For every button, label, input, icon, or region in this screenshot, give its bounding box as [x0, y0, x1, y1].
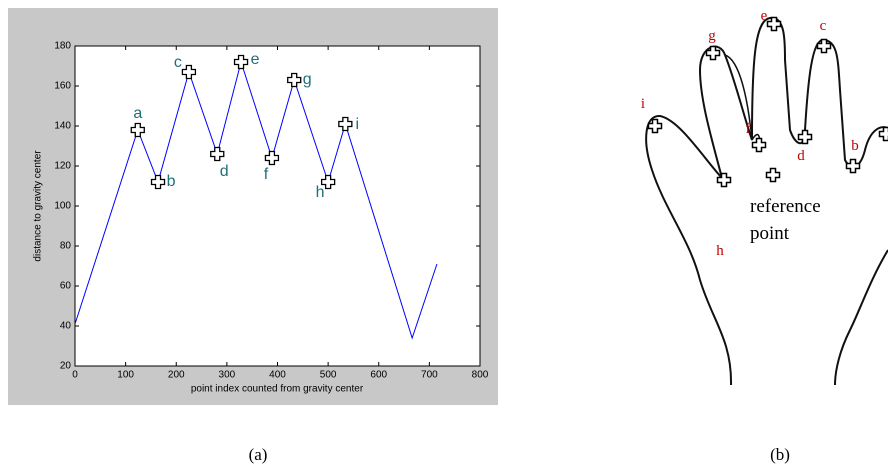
y-axis-label: distance to gravity center [33, 150, 44, 262]
point-label: h [316, 184, 325, 201]
x-axis-label: point index counted from gravity center [191, 384, 364, 395]
y-tick-label: 160 [54, 81, 71, 92]
hand-label: f [746, 121, 751, 137]
point-label: d [220, 163, 229, 180]
hand-label: i [641, 96, 645, 112]
hand-diagram: i g e c f d b h reference point [641, 8, 888, 385]
hand-outline [835, 250, 888, 385]
point-label: b [167, 173, 176, 190]
point-label: a [133, 105, 142, 122]
cross-marker [880, 128, 888, 141]
x-tick-label: 0 [72, 370, 78, 381]
y-tick-label: 80 [60, 241, 72, 252]
y-tick-label: 60 [60, 281, 72, 292]
y-tick-label: 40 [60, 321, 72, 332]
x-tick-label: 600 [370, 370, 387, 381]
hand-label: e [761, 8, 768, 24]
cross-marker [847, 160, 860, 173]
point-label: g [303, 71, 312, 88]
x-tick-label: 400 [269, 370, 286, 381]
caption: (a) [249, 445, 268, 464]
y-tick-label: 180 [54, 41, 71, 52]
cross-marker [753, 139, 766, 152]
hand-label: d [797, 148, 805, 164]
point-label: f [264, 166, 269, 183]
y-tick-label: 120 [54, 161, 71, 172]
point-label: i [356, 116, 360, 133]
x-tick-label: 300 [219, 370, 236, 381]
hand-label: h [716, 243, 724, 259]
hand-label: b [851, 138, 859, 154]
cross-marker [767, 169, 780, 182]
x-tick-label: 200 [168, 370, 185, 381]
reference-label: reference [750, 196, 821, 217]
reference-label: point [750, 223, 790, 244]
hand-label: c [820, 18, 827, 34]
y-tick-label: 140 [54, 121, 71, 132]
hand-label: g [708, 28, 716, 44]
point-label: e [251, 51, 260, 68]
x-tick-label: 100 [117, 370, 134, 381]
x-tick-label: 500 [320, 370, 337, 381]
point-label: c [174, 54, 182, 71]
caption: (b) [770, 445, 790, 464]
x-tick-label: 800 [472, 370, 489, 381]
y-tick-label: 20 [60, 361, 72, 372]
x-tick-label: 700 [421, 370, 438, 381]
figure: point index counted from gravity center … [0, 0, 888, 471]
cross-marker [799, 131, 812, 144]
y-tick-label: 100 [54, 201, 71, 212]
